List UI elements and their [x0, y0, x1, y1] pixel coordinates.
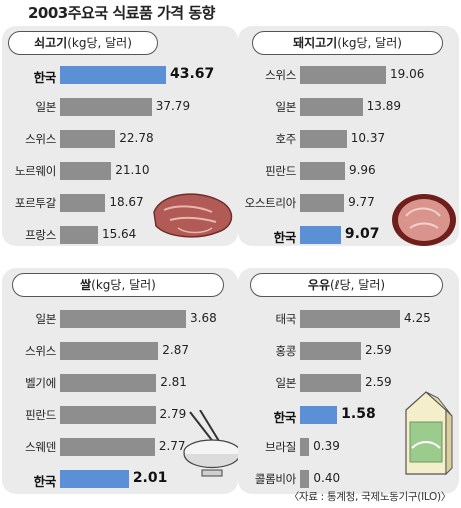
category-label: 스위스 [25, 132, 56, 146]
bar [60, 310, 186, 328]
category-label: 포르투갈 [14, 196, 56, 210]
category-label: 홍콩 [275, 344, 296, 358]
bar [60, 470, 129, 488]
bar [60, 194, 106, 212]
category-label: 오스트리아 [244, 196, 297, 210]
bar [300, 438, 310, 456]
category-label: 한국 [33, 70, 57, 85]
category-label: 스위스 [25, 344, 56, 358]
value-label: 0.40 [313, 471, 341, 485]
pork-panel: 돼지고기(kg당, 달러) 스위스 19.06 일본 13.89 호주 10.37 핀란드 9… [238, 26, 459, 246]
category-label: 스웨덴 [25, 440, 56, 454]
pork-panel-header: 돼지고기(kg당, 달러) [252, 31, 443, 55]
value-label: 0.39 [313, 439, 340, 453]
bar [60, 98, 152, 116]
bar [60, 342, 159, 360]
bar [300, 130, 347, 148]
bar [300, 98, 363, 116]
rice-bowl-illustration [183, 410, 238, 477]
beef-panel: 쇠고기(kg당, 달러) 한국 43.67 일본 37.79 스위스 22.78 노르웨이 2… [2, 26, 238, 246]
panel-unit: (kg당, 달러) [91, 278, 156, 292]
panel-title: 돼지고기 [293, 36, 338, 50]
category-label: 한국 [273, 410, 297, 425]
rice-panel: 쌀(kg당, 달러) 일본 3.68 스위스 2.87 벨기에 2.81 핀란드 2.79 스웨… [2, 268, 238, 494]
category-label: 일본 [275, 100, 296, 114]
rice-panel-header: 쌀(kg당, 달러) [12, 273, 224, 297]
panel-unit: (kg당, 달러) [67, 36, 132, 50]
category-label: 일본 [275, 376, 296, 390]
panel-title: 쌀 [80, 278, 92, 292]
value-label: 2.79 [159, 407, 187, 421]
category-label: 한국 [273, 230, 297, 245]
bar [300, 162, 345, 180]
value-label: 15.64 [101, 227, 137, 241]
category-label: 일본 [35, 100, 56, 114]
value-label: 9.77 [348, 195, 375, 209]
value-label: 19.06 [390, 67, 425, 81]
value-label: 9.07 [344, 226, 380, 242]
value-label: 3.68 [190, 311, 217, 325]
bar [60, 130, 116, 148]
value-label: 37.79 [155, 99, 191, 113]
value-label: 22.78 [119, 131, 154, 145]
value-label: 2.77 [158, 439, 186, 453]
value-label: 10.37 [350, 131, 386, 145]
beef-meat-illustration [153, 193, 233, 238]
bar [300, 406, 338, 424]
value-label: 9.96 [348, 163, 376, 177]
value-label: 18.67 [109, 195, 144, 209]
value-label: 2.59 [364, 343, 392, 357]
value-label: 2.87 [162, 343, 189, 357]
bar [300, 470, 310, 488]
source-note: 〈자료 : 통계청, 국제노동기구(ILO)〉 [288, 491, 452, 503]
category-label: 프랑스 [25, 228, 56, 242]
value-label: 2.01 [132, 470, 168, 486]
value-label: 2.59 [364, 375, 392, 389]
category-label: 콜롬비아 [254, 472, 296, 486]
category-label: 핀란드 [25, 408, 56, 422]
bar [60, 66, 166, 84]
category-label: 한국 [33, 474, 57, 489]
bar [60, 374, 157, 392]
bar [60, 406, 156, 424]
bar [60, 438, 155, 456]
panel-unit: (ℓ당, 달러) [330, 278, 386, 292]
value-label: 1.58 [341, 406, 376, 422]
bar [300, 374, 361, 392]
value-label: 2.81 [160, 375, 187, 389]
beef-panel-header: 쇠고기(kg당, 달러) [8, 31, 158, 55]
bar [300, 310, 400, 328]
category-label: 호주 [275, 132, 296, 146]
pork-meat-illustration [392, 194, 456, 246]
category-label: 브라질 [265, 440, 296, 454]
panel-title: 우유 [307, 278, 330, 292]
bar [300, 226, 341, 244]
panel-title: 쇠고기 [34, 36, 68, 50]
value-label: 4.25 [404, 311, 431, 325]
category-label: 스위스 [265, 68, 296, 82]
category-label: 핀란드 [265, 164, 296, 178]
milk-panel: 우유(ℓ당, 달러) 태국 4.25 홍콩 2.59 일본 2.59 한국 1.58 브라질 0.… [238, 268, 459, 494]
bar [60, 226, 98, 244]
category-label: 벨기에 [25, 376, 56, 390]
bar [300, 342, 361, 360]
milk-panel-header: 우유(ℓ당, 달러) [250, 273, 443, 297]
category-label: 노르웨이 [14, 164, 56, 178]
value-label: 13.89 [366, 99, 402, 113]
milk-carton-illustration [405, 391, 453, 476]
value-label: 21.10 [115, 163, 150, 177]
category-label: 일본 [35, 312, 56, 326]
bar [300, 194, 345, 212]
bar [60, 162, 112, 180]
value-label: 43.67 [170, 66, 215, 82]
page-title: 2003주요국 식료품 가격 동향 [28, 4, 215, 22]
category-label: 태국 [275, 312, 296, 326]
panel-unit: (kg당, 달러) [337, 36, 402, 50]
bar [300, 66, 386, 84]
